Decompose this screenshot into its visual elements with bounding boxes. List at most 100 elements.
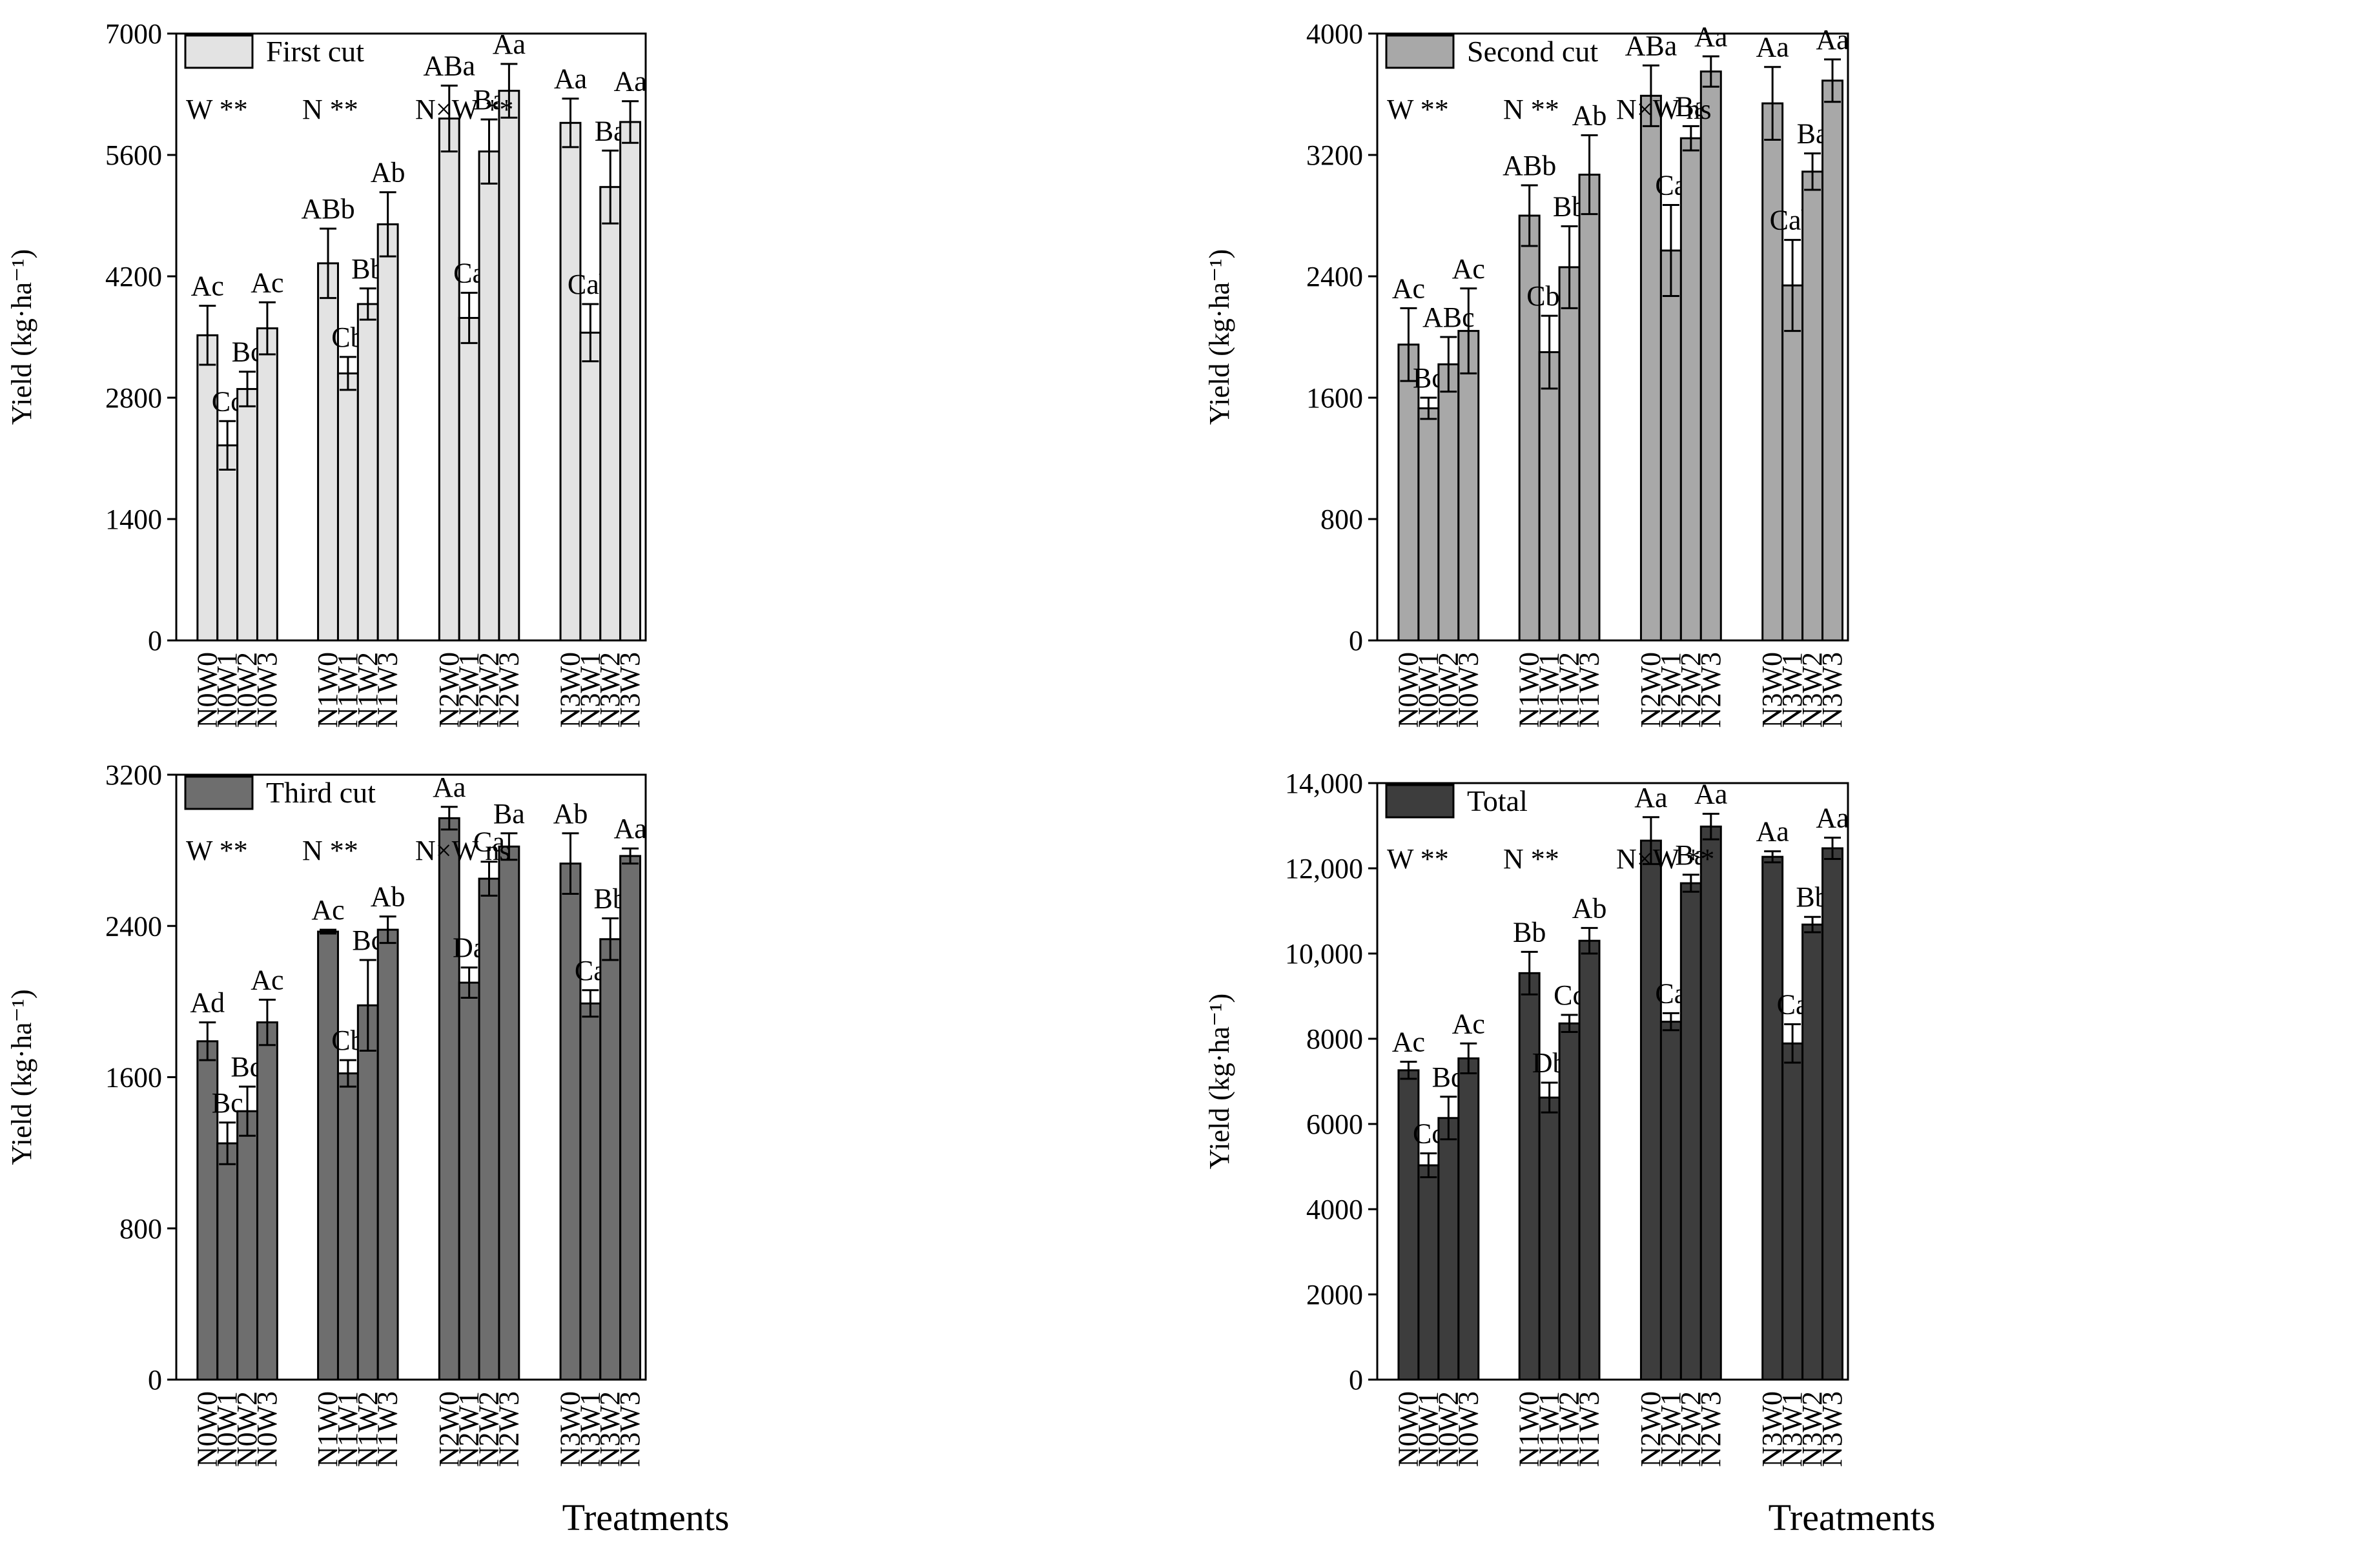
first-cut-bar-label-n1w0: ABb	[301, 193, 354, 225]
third-cut-xtick-label-n2w0: N2W0	[433, 1391, 465, 1467]
third-cut-bar-n3w1	[579, 1002, 602, 1381]
total-bar-n0w0	[1397, 1069, 1420, 1381]
third-cut-xtick-label-n0w2: N0W2	[231, 1391, 263, 1467]
total-ytick-label: 6000	[1306, 1108, 1363, 1140]
total-bar-n2w1	[1659, 1021, 1682, 1381]
total-bar-n3w0	[1761, 855, 1784, 1381]
panel-total: 0 2000 4000 6000 8000 10,000 12,000 14,000 Yield…	[1204, 768, 1849, 1467]
third-cut-bar-label-n0w0: Ad	[190, 987, 225, 1019]
third-cut-xtick-label-n3w2: N3W2	[594, 1391, 626, 1467]
total-ytick-label: 8000	[1306, 1023, 1363, 1055]
first-cut-bar-n0w1	[216, 444, 239, 642]
total-bar-label-n1w3: Ab	[1572, 892, 1607, 924]
second-cut-bar-n2w2	[1679, 137, 1702, 642]
second-cut-y-axis-title: Yield (kg·ha⁻¹)	[1204, 249, 1235, 425]
total-ytick-label: 12,000	[1285, 853, 1363, 884]
first-cut-bar-n3w1	[579, 331, 602, 642]
second-cut-ytick-label: 4000	[1306, 18, 1363, 50]
second-cut-bar-n0w2	[1437, 363, 1460, 642]
second-cut-xtick-label-n1w1: N1W1	[1534, 652, 1565, 728]
total-bar-n0w2	[1437, 1117, 1460, 1381]
first-cut-xtick-label-n2w0: N2W0	[433, 652, 465, 728]
first-cut-xtick-label-n0w2: N0W2	[231, 652, 263, 728]
first-cut-bar-n0w0	[196, 334, 219, 642]
first-cut-ytick-label: 2800	[105, 382, 162, 414]
second-cut-bar-n1w1	[1538, 351, 1561, 642]
first-cut-bar-label-n2w3: Aa	[493, 28, 526, 60]
second-cut-xtick-label-n3w2: N3W2	[1796, 652, 1828, 728]
first-cut-xtick-label-n3w2: N3W2	[594, 652, 626, 728]
third-cut-xtick-label-n1w2: N1W2	[352, 1391, 384, 1467]
third-cut-xtick-label-n0w1: N0W1	[211, 1391, 243, 1467]
third-cut-xtick-label-n1w0: N1W0	[312, 1391, 344, 1467]
first-cut-ytick-label: 7000	[105, 18, 162, 50]
third-cut-bar-n0w3	[256, 1021, 278, 1381]
first-cut-xtick-label-n1w1: N1W1	[332, 652, 364, 728]
second-cut-bar-label-n3w3: Aa	[1816, 24, 1849, 56]
second-cut-ytick-label: 2400	[1306, 261, 1363, 292]
third-cut-significance-n-w: N×W ns	[415, 835, 510, 866]
total-legend-label: Total	[1467, 784, 1528, 817]
third-cut-bar-label-n2w3: Ba	[493, 798, 525, 830]
first-cut-significance-w: W **	[186, 94, 248, 125]
total-bar-n1w1	[1538, 1096, 1561, 1381]
second-cut-plot-frame	[1376, 32, 1849, 642]
third-cut-xtick-label-n2w1: N2W1	[453, 1391, 485, 1467]
panel-first-cut: 0 1400 2800 4200 5600 7000 Yield (kg·ha⁻¹) Ac N0…	[6, 18, 647, 728]
third-cut-xtick-label-n2w3: N2W3	[493, 1391, 524, 1467]
first-cut-y-axis-title: Yield (kg·ha⁻¹)	[6, 249, 37, 425]
second-cut-bar-label-n0w3: Ac	[1452, 253, 1485, 285]
total-bar-label-n3w0: Aa	[1756, 816, 1789, 848]
first-cut-ytick-label: 1400	[105, 504, 162, 535]
third-cut-ytick-label: 3200	[105, 759, 162, 791]
second-cut-xtick-label-n2w0: N2W0	[1635, 652, 1667, 728]
first-cut-bar-n0w2	[236, 388, 258, 642]
second-cut-xtick-label-n2w1: N2W1	[1655, 652, 1687, 728]
second-cut-bar-n3w0	[1761, 102, 1784, 642]
total-bar-n2w0	[1639, 839, 1662, 1381]
second-cut-bar-n0w1	[1417, 407, 1440, 642]
total-xtick-label-n1w2: N1W2	[1554, 1391, 1585, 1467]
total-significance-w: W **	[1387, 843, 1449, 875]
first-cut-bar-n1w1	[336, 372, 359, 642]
third-cut-bar-n3w3	[619, 855, 642, 1381]
total-xtick-label-n3w1: N3W1	[1776, 1391, 1808, 1467]
total-xtick-label-n3w2: N3W2	[1796, 1391, 1828, 1467]
second-cut-xtick-label-n3w1: N3W1	[1776, 652, 1808, 728]
second-cut-ytick-label: 3200	[1306, 139, 1363, 171]
third-cut-significance-n: N **	[302, 835, 358, 866]
third-cut-legend-swatch	[184, 775, 254, 810]
third-cut-legend-label: Third cut	[266, 776, 376, 809]
total-bar-n2w2	[1679, 882, 1702, 1381]
third-cut-bar-label-n3w0: Ab	[553, 798, 588, 830]
third-cut-bar-n0w0	[196, 1040, 219, 1381]
total-ytick-label: 14,000	[1285, 768, 1363, 799]
second-cut-bar-n3w3	[1821, 79, 1844, 642]
first-cut-bar-n3w2	[599, 186, 622, 642]
second-cut-bar-n2w3	[1699, 70, 1722, 642]
first-cut-bar-n2w1	[458, 316, 480, 642]
third-cut-xtick-label-n0w0: N0W0	[191, 1391, 223, 1467]
third-cut-significance-w: W **	[186, 835, 248, 866]
second-cut-ytick-label: 0	[1349, 625, 1363, 657]
total-xtick-label-n2w2: N2W2	[1675, 1391, 1707, 1467]
second-cut-xtick-label-n2w3: N2W3	[1695, 652, 1727, 728]
total-y-axis-title: Yield (kg·ha⁻¹)	[1204, 994, 1235, 1169]
third-cut-ytick-label: 0	[148, 1364, 162, 1396]
second-cut-bar-n2w1	[1659, 249, 1682, 642]
second-cut-bar-label-n2w0: ABa	[1625, 30, 1677, 61]
total-bar-label-n3w3: Aa	[1816, 802, 1849, 833]
total-ytick-label: 2000	[1306, 1279, 1363, 1311]
total-bar-label-n0w3: Ac	[1452, 1008, 1485, 1039]
total-plot-frame	[1376, 782, 1849, 1381]
first-cut-xtick-label-n3w0: N3W0	[554, 652, 586, 728]
third-cut-bar-n1w1	[336, 1072, 359, 1381]
first-cut-bar-n2w3	[498, 90, 520, 642]
third-cut-bar-n2w1	[458, 981, 480, 1381]
total-bar-label-n2w0: Aa	[1634, 782, 1667, 813]
total-xtick-label-n0w0: N0W0	[1392, 1391, 1424, 1467]
total-ytick-label: 10,000	[1285, 938, 1363, 970]
first-cut-bar-n0w3	[256, 327, 278, 642]
